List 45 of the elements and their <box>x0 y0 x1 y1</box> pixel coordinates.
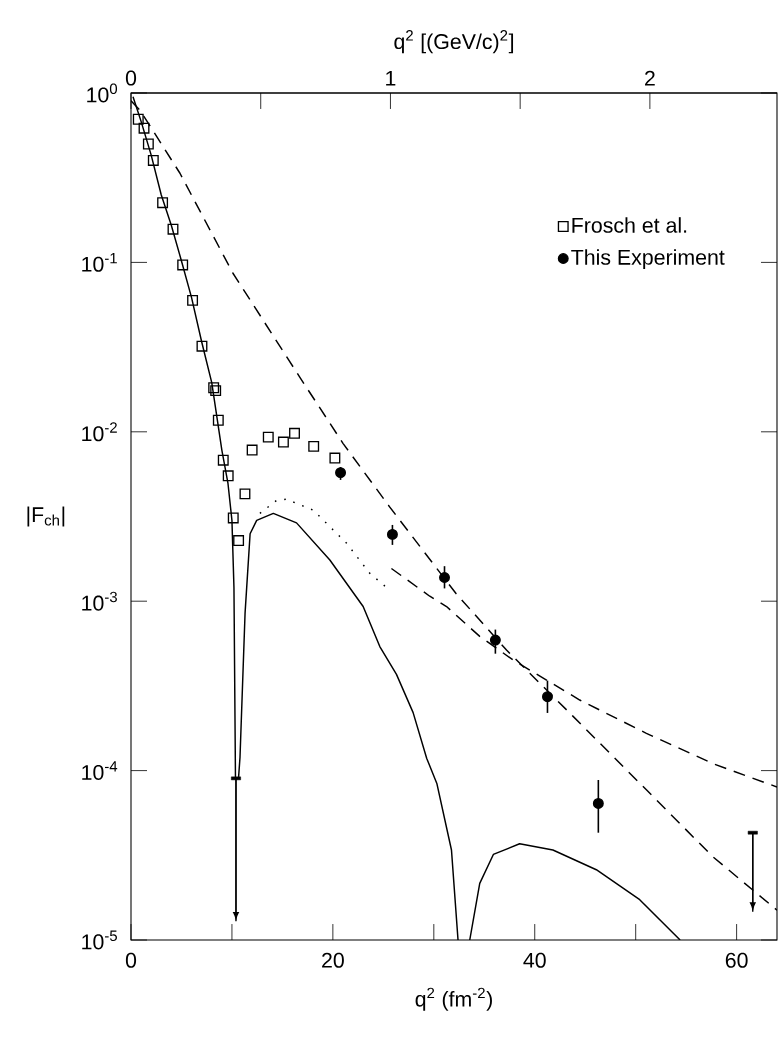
point <box>277 436 289 448</box>
point <box>147 154 159 166</box>
point <box>177 259 189 271</box>
point <box>592 797 604 809</box>
point <box>132 113 144 125</box>
point <box>212 414 224 426</box>
x2-axis-title: q$^{2}$ [(GeV/c)$^{2}$] <box>394 30 514 54</box>
point <box>386 528 398 540</box>
y-tick-label: 10$^{-1}$ <box>82 252 117 272</box>
point <box>233 535 245 547</box>
x-axis-title: q$^{2}$ (fm$^{-2}$) <box>415 987 492 1011</box>
legend-label: This Experiment <box>571 249 725 270</box>
point <box>239 488 251 500</box>
y-tick-label: 10$^{-5}$ <box>82 930 117 950</box>
point <box>489 634 501 646</box>
point <box>262 431 274 443</box>
point <box>187 294 199 306</box>
point <box>222 470 234 482</box>
x-tick-label: 60 <box>725 952 748 968</box>
point <box>542 691 553 703</box>
x2-tick-label: 1 <box>386 70 396 86</box>
point <box>308 440 320 452</box>
point <box>227 512 239 524</box>
point <box>246 444 258 456</box>
x2-tick-label: 0 <box>125 70 137 86</box>
x2-tick-label: 2 <box>645 70 655 86</box>
y-axis-title: |F$_{ch}$| <box>27 506 65 527</box>
point <box>335 467 347 479</box>
point <box>138 122 150 134</box>
point <box>142 138 154 150</box>
y-tick-label: 10$^{0}$ <box>87 83 118 103</box>
x-tick-label: 0 <box>125 952 137 968</box>
point <box>157 197 169 209</box>
point <box>196 340 208 352</box>
point <box>217 454 229 466</box>
point <box>289 427 300 439</box>
y-tick-label: 10$^{-2}$ <box>82 422 117 442</box>
x-tick-label: 20 <box>322 952 344 968</box>
y-tick-label: 10$^{-3}$ <box>82 591 117 611</box>
x-tick-label: 40 <box>523 952 546 968</box>
point <box>167 223 179 235</box>
y-tick-label: 10$^{-4}$ <box>82 761 118 781</box>
legend-label: Frosch et al. <box>572 217 687 233</box>
point <box>329 452 341 464</box>
point <box>439 572 450 583</box>
